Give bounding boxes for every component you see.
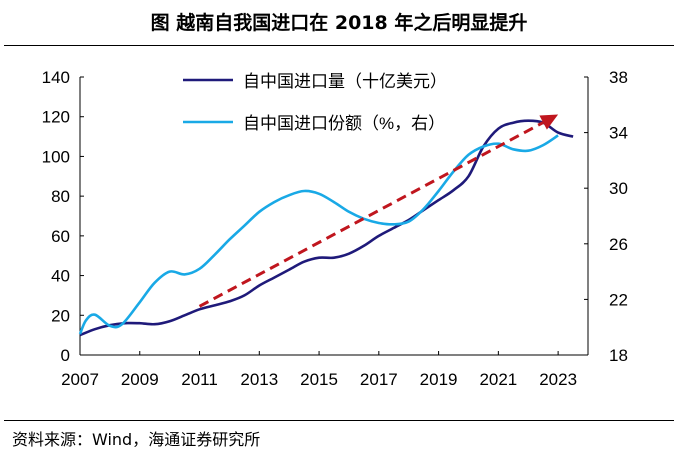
y-left-tick-label: 120	[42, 108, 70, 127]
x-tick-label: 2023	[539, 370, 577, 389]
y-left-tick-label: 0	[61, 346, 70, 365]
y-right-tick-label: 38	[609, 68, 628, 87]
x-tick-label: 2021	[479, 370, 517, 389]
x-tick-label: 2007	[61, 370, 99, 389]
y-left-tick-label: 100	[42, 147, 70, 166]
chart-axes: 0 20 40 60 80 100 120 140 18 22 26 30 34 38 2007 2009 20…	[42, 68, 628, 389]
y-right-tick-label: 34	[609, 124, 628, 143]
y-left-tick-label: 140	[42, 68, 70, 87]
x-tick-label: 2015	[300, 370, 338, 389]
y-right-tick-label: 30	[609, 179, 628, 198]
legend-label: 自中国进口份额（%，右）	[243, 114, 445, 133]
trend-arrow-head	[539, 114, 559, 130]
source-note: 资料来源：Wind，海通证券研究所	[12, 430, 261, 449]
x-tick-label: 2017	[360, 370, 398, 389]
x-tick-label: 2011	[181, 370, 218, 389]
top-rule	[4, 45, 674, 46]
bottom-rule	[4, 420, 674, 421]
chart-title: 图 越南自我国进口在 2018 年之后明显提升	[150, 11, 528, 34]
y-left-tick-label: 60	[51, 227, 70, 246]
y-right-tick-label: 22	[609, 290, 628, 309]
y-left-tick-label: 80	[51, 187, 70, 206]
series-line-import-share	[78, 134, 559, 335]
x-tick-label: 2019	[420, 370, 458, 389]
series-line-import-volume	[79, 119, 574, 337]
x-tick-label: 2009	[121, 370, 159, 389]
y-left-tick-label: 40	[51, 267, 70, 286]
y-right-tick-label: 18	[609, 346, 628, 365]
chart-canvas: 0 20 40 60 80 100 120 140 18 22 26 30 34 38 2007 2009 20…	[42, 68, 628, 389]
chart-legend: 自中国进口量（十亿美元） 自中国进口份额（%，右）	[183, 72, 447, 133]
y-left-tick-label: 20	[51, 306, 70, 325]
legend-label: 自中国进口量（十亿美元）	[243, 72, 447, 91]
chart-lines	[78, 119, 574, 337]
x-tick-label: 2013	[240, 370, 278, 389]
trend-arrow-line	[198, 121, 544, 308]
chart-annotations	[198, 114, 559, 308]
y-right-tick-label: 26	[609, 235, 628, 254]
